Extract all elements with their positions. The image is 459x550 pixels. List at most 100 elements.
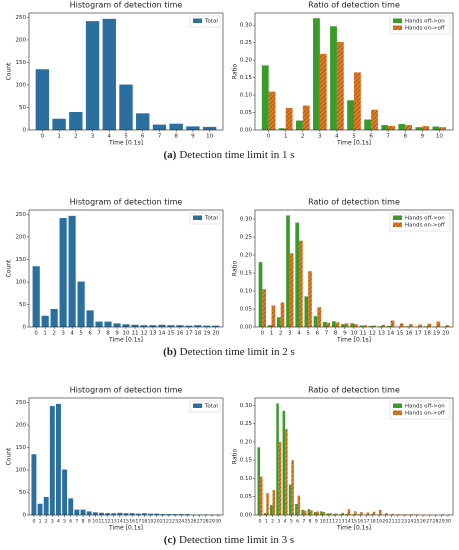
bar — [301, 509, 304, 515]
caption-label: (b) — [163, 346, 177, 358]
bar — [320, 511, 323, 515]
bar — [154, 513, 160, 515]
bar — [263, 513, 267, 515]
x-tick-label: 2 — [52, 331, 56, 337]
bar — [92, 512, 98, 515]
bar — [341, 324, 345, 327]
x-tick-label: 7 — [386, 134, 390, 140]
bar — [372, 511, 376, 515]
caption: (c) Detection time limit in 3 s — [164, 534, 294, 546]
y-tick-label: 0.15 — [240, 458, 253, 464]
x-tick-label: 11 — [326, 519, 332, 525]
x-tick-label: 14 — [117, 519, 123, 525]
bar — [271, 305, 276, 327]
x-tick-label: 14 — [158, 331, 165, 337]
legend-box — [189, 400, 221, 413]
bar — [332, 513, 336, 515]
bar — [422, 126, 430, 130]
bar — [416, 514, 420, 515]
x-tick-label: 2 — [301, 134, 305, 140]
bar — [43, 497, 49, 515]
bar — [347, 100, 354, 130]
bar — [37, 503, 43, 515]
bar — [328, 513, 332, 515]
x-tick-label: 8 — [82, 519, 85, 525]
x-tick-label: 19 — [203, 331, 210, 337]
bar — [80, 509, 86, 515]
x-tick-label: 13 — [339, 519, 345, 525]
bar — [302, 105, 310, 130]
y-tick-label: 0.20 — [240, 439, 253, 445]
x-tick-label: 9 — [115, 331, 119, 337]
x-tick-label: 0 — [259, 519, 262, 525]
x-tick-label: 17 — [364, 519, 370, 525]
x-tick-label: 13 — [149, 331, 156, 337]
x-tick-label: 4 — [284, 519, 287, 525]
bar — [415, 127, 423, 130]
legend-box — [189, 212, 221, 225]
bar — [357, 514, 361, 515]
plot-frame — [28, 209, 224, 328]
x-tick-label: 20 — [212, 331, 219, 337]
bar — [102, 18, 116, 131]
x-tick-label: 15 — [396, 331, 403, 337]
x-tick-label: 4 — [297, 331, 301, 337]
bar — [405, 326, 409, 327]
x-tick-label: 6 — [88, 331, 92, 337]
bar — [69, 112, 83, 130]
y-tick-label: 0 — [23, 513, 27, 519]
legend-box — [189, 15, 221, 28]
bar — [59, 218, 67, 327]
bar — [148, 513, 154, 515]
bar — [385, 513, 388, 515]
bar — [178, 514, 184, 515]
x-tick-label: 2 — [45, 519, 48, 525]
chart-title: Histogram of detection time — [70, 198, 183, 207]
caption-label: (a) — [163, 149, 176, 161]
x-tick-label: 4 — [108, 134, 112, 140]
bar — [372, 325, 376, 327]
y-tick-label: 250 — [16, 15, 27, 21]
x-tick-label: 5 — [124, 134, 128, 140]
plot-frame — [28, 397, 224, 516]
x-tick-label: 9 — [191, 134, 195, 140]
x-axis-label: Time [0.1s] — [108, 337, 143, 344]
bar — [345, 513, 348, 515]
bar — [347, 509, 351, 515]
chart-title: Histogram of detection time — [70, 386, 183, 395]
bar — [285, 429, 288, 515]
bar — [212, 325, 220, 327]
legend-label: Total — [204, 216, 218, 222]
x-tick-label: 18 — [141, 519, 147, 525]
x-tick-label: 26 — [420, 519, 426, 525]
bar — [68, 498, 74, 515]
x-tick-label: 6 — [316, 331, 320, 337]
bar — [184, 514, 190, 515]
x-tick-label: 6 — [69, 519, 72, 525]
bar — [135, 513, 141, 515]
bar — [405, 125, 413, 130]
y-tick-label: 150 — [16, 257, 27, 263]
caption-text: Detection time limit in 1 s — [179, 149, 294, 161]
bar — [423, 326, 428, 327]
bar — [158, 324, 166, 327]
bar — [31, 454, 37, 515]
y-tick-label: 0.05 — [240, 110, 253, 116]
bar — [203, 325, 211, 327]
legend-label: Hands off->on — [405, 404, 445, 410]
x-tick-label: 14 — [387, 331, 394, 337]
x-axis-label: Time [0.1s] — [336, 337, 371, 344]
bar — [104, 321, 112, 327]
x-tick-label: 17 — [185, 331, 192, 337]
bar — [316, 511, 319, 515]
x-tick-label: 5 — [306, 331, 310, 337]
x-tick-label: 30 — [215, 519, 221, 525]
y-tick-label: 100 — [16, 83, 27, 89]
x-tick-label: 0 — [32, 519, 35, 525]
legend-box — [389, 15, 451, 35]
legend-box — [389, 400, 451, 420]
x-tick-label: 10 — [351, 331, 358, 337]
x-tick-label: 29 — [439, 519, 445, 525]
bar — [351, 514, 354, 515]
bar — [436, 321, 441, 327]
